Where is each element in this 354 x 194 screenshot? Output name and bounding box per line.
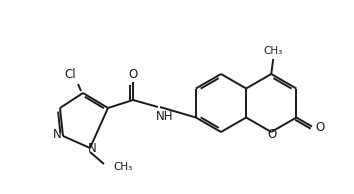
Text: NH: NH <box>156 111 174 124</box>
Text: O: O <box>315 121 325 134</box>
Text: Cl: Cl <box>64 68 76 81</box>
Text: O: O <box>129 68 138 81</box>
Text: CH₃: CH₃ <box>264 46 283 56</box>
Text: CH₃: CH₃ <box>113 162 132 172</box>
Text: N: N <box>88 143 96 156</box>
Text: N: N <box>53 128 61 141</box>
Text: O: O <box>268 127 277 140</box>
